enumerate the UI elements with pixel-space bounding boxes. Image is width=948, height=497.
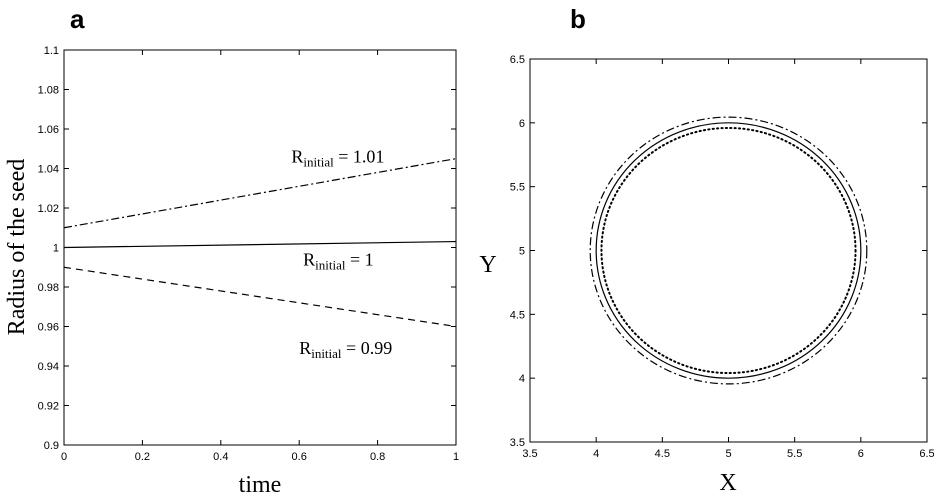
- y-tick-label: 6.5: [510, 54, 525, 66]
- x-tick-label: 3.5: [522, 448, 537, 460]
- y-tick-label: 5.5: [510, 182, 525, 194]
- y-tick-label: 3.5: [510, 437, 525, 449]
- panel-a-xlabel: time: [239, 472, 282, 497]
- x-tick-label: 0.4: [213, 451, 228, 463]
- x-tick-label: 4: [593, 448, 599, 460]
- y-tick-label: 0.98: [38, 282, 59, 294]
- panel-a-letter: a: [70, 4, 85, 34]
- annotation-main: R: [303, 249, 315, 269]
- x-tick-label: 0.2: [135, 451, 150, 463]
- series-line-dash-dot: [63, 158, 457, 229]
- panel-a-ticks: 0 0.2 0.4 0.6 0.8 1 0.9 0.92 0.94 0.96 0.98 1 1.02 1.…: [38, 45, 459, 463]
- y-tick-label: 1.02: [38, 203, 59, 215]
- y-tick-label: 1.04: [38, 164, 59, 176]
- annotation-2: Rinitial = 0.99: [299, 338, 392, 361]
- panel-b-ylabel: Y: [479, 252, 496, 278]
- series-line-dashed: [63, 266, 457, 328]
- panel-b-frame: [529, 58, 928, 443]
- y-tick-label: 0.94: [38, 361, 59, 373]
- x-tick-label: 5: [725, 448, 731, 460]
- panel-b-xlabel: X: [719, 470, 736, 496]
- y-tick-label: 1.06: [38, 124, 59, 136]
- y-tick-label: 0.92: [38, 401, 59, 413]
- annotation-sub: initial: [303, 155, 334, 170]
- annotation-1: Rinitial = 1: [303, 249, 374, 272]
- x-tick-label: 0.8: [370, 451, 385, 463]
- annotation-rest: = 1.01: [334, 147, 385, 167]
- annotation-main: R: [299, 338, 311, 358]
- y-tick-label: 0.96: [38, 322, 59, 334]
- series-line-solid: [63, 240, 457, 249]
- circle-dotted: [600, 126, 857, 375]
- circle-dash-dot: [589, 116, 868, 385]
- y-tick-label: 6: [519, 118, 525, 130]
- annotation-main: R: [291, 147, 303, 167]
- annotation-sub: initial: [311, 346, 342, 361]
- panel-a-ylabel: Radius of the seed: [4, 159, 30, 336]
- panel-b-ticks: 3.5 4 4.5 5 5.5 6 6.5 3.5 4 4.5 5 5.5 6 6.5: [510, 54, 935, 460]
- x-tick-label: 5.5: [787, 448, 802, 460]
- y-tick-label: 0.9: [44, 440, 59, 452]
- x-tick-label: 0.6: [292, 451, 307, 463]
- panel-a-series: [63, 158, 457, 328]
- y-tick-label: 1.08: [38, 85, 59, 97]
- annotation-rest: = 1: [345, 249, 373, 269]
- x-tick-label: 0: [61, 451, 67, 463]
- annotation-rest: = 0.99: [342, 338, 393, 358]
- x-tick-label: 4.5: [655, 448, 670, 460]
- y-tick-label: 1.1: [44, 45, 59, 57]
- panel-b-letter: b: [570, 4, 586, 34]
- x-tick-label: 6: [858, 448, 864, 460]
- y-tick-label: 4.5: [510, 309, 525, 321]
- y-tick-label: 5: [519, 246, 525, 258]
- y-tick-label: 4: [519, 373, 525, 385]
- circle-solid: [595, 122, 862, 379]
- panel-b-series: [589, 116, 868, 385]
- x-tick-label: 6.5: [919, 448, 934, 460]
- y-tick-label: 1: [53, 243, 59, 255]
- panel-a: a 0 0.2 0.4 0.6 0.8 1 0.9 0.92 0.94 0.96 0.98 1 1.02…: [4, 4, 459, 497]
- panel-a-frame: [63, 49, 457, 446]
- x-tick-label: 1: [453, 451, 459, 463]
- annotation-sub: initial: [315, 257, 346, 272]
- annotation-0: Rinitial = 1.01: [291, 147, 384, 170]
- panel-b: b 3.5 4 4.5 5 5.5 6 6.5 3.5 4 4.5 5 5.5 6 6.5 X Y: [479, 4, 934, 496]
